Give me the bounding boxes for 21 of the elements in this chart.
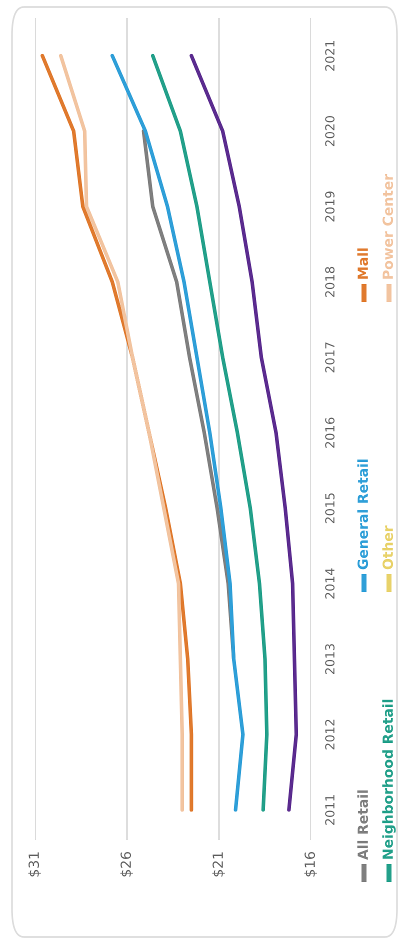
text: Neighborhood Retail (382, 700, 396, 859)
y-tick-label: 2015 (325, 493, 335, 524)
text: All Retail (357, 790, 368, 860)
x-tick-label: $21 (212, 852, 225, 876)
y-tick-label: 2019 (325, 192, 335, 222)
x-tick-label: $31 (28, 852, 41, 876)
y-tick-label: 2012 (325, 720, 335, 750)
x-tick-label: $26 (120, 852, 133, 876)
y-tick-label: 2013 (325, 644, 335, 674)
y-tick-label: 2018 (325, 266, 335, 297)
text: General Retail (357, 460, 368, 570)
y-tick-label: 2011 (325, 795, 335, 825)
text: Mall (357, 248, 368, 279)
legend-label: Other (382, 525, 394, 570)
y-tick-label: 2014 (325, 568, 335, 599)
y-tick-label: 2017 (325, 342, 335, 372)
y-tick-label: 2021 (325, 40, 335, 71)
text: Power Center (382, 174, 394, 279)
y-tick-label: 2020 (325, 116, 335, 146)
y-tick-label: 2016 (325, 418, 335, 448)
x-tick-label: $16 (304, 852, 317, 876)
